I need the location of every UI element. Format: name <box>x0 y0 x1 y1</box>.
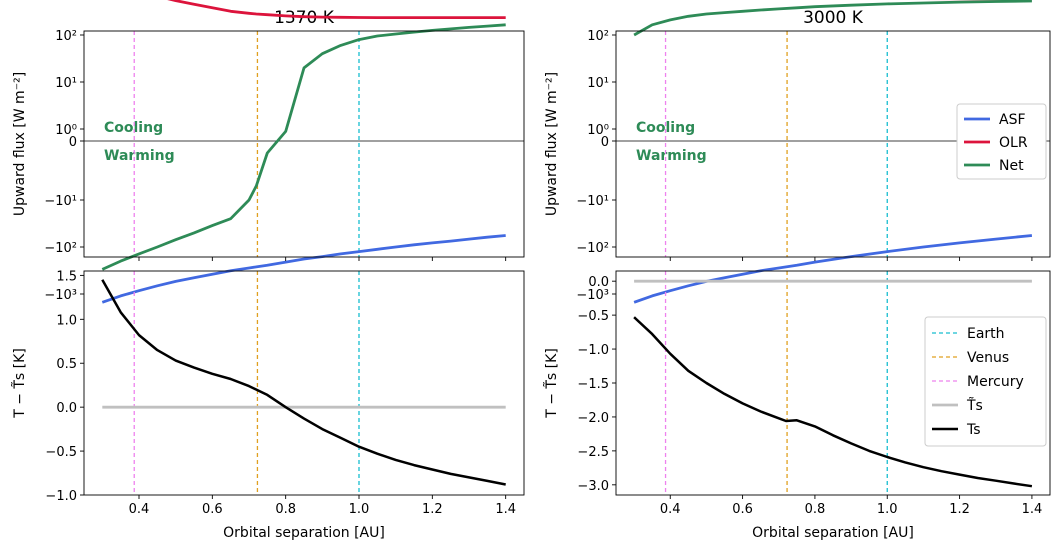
plot-frame <box>83 270 525 496</box>
x-tick-label: 1.2 <box>949 502 970 517</box>
x-tick-label: 0.4 <box>660 502 681 517</box>
y-tick-label: 0 <box>601 135 609 150</box>
y-tick-label: −0.5 <box>45 445 77 460</box>
panel-4: 0.4 0.6 0.8 1.0 1.2 1.4 Orbital separation [AU… <box>543 270 1051 541</box>
y-tick-label: 0 <box>69 135 77 150</box>
y-tick-label: 10² <box>55 29 77 44</box>
y-tick-label: −2.5 <box>577 445 609 460</box>
x-tick-label: 1.2 <box>422 502 443 517</box>
y-tick-label: −10² <box>576 241 609 256</box>
legend-frame <box>924 316 1047 447</box>
y-tick-label: 10⁰ <box>587 123 609 138</box>
y-tick-label: −2.0 <box>577 411 609 426</box>
y-tick-label: −10¹ <box>576 194 609 209</box>
y-tick-label: 1.0 <box>56 313 77 328</box>
y-tick-label: −10³ <box>576 288 609 303</box>
x-tick-label: 0.8 <box>275 502 296 517</box>
annotation-cooling: Cooling <box>636 120 695 136</box>
series-line-net <box>633 0 1032 37</box>
y-tick-label: −3.0 <box>577 479 609 494</box>
legend-label: Mercury <box>967 374 1024 390</box>
y-axis-label: T − T̃s [K] <box>543 348 560 419</box>
annotation-warming: Warming <box>104 148 175 164</box>
x-tick-label: 0.6 <box>202 502 223 517</box>
legend-label: Earth <box>967 326 1005 342</box>
x-tick-label: 1.4 <box>1022 502 1043 517</box>
y-tick-label: 10⁰ <box>55 123 77 138</box>
panel-title: 3000 K <box>803 8 864 28</box>
x-tick-label: 0.4 <box>129 502 150 517</box>
y-tick-label: 0.0 <box>56 401 77 416</box>
y-tick-label: 0.5 <box>56 357 77 372</box>
annotation-warming: Warming <box>636 148 707 164</box>
legend-label: Venus <box>967 350 1009 366</box>
legend-label: ASF <box>999 112 1026 128</box>
y-tick-label: 0.0 <box>588 275 609 290</box>
legend-label: Ts <box>966 422 981 438</box>
plot-frame <box>83 30 525 258</box>
legend-top: ASF OLR Net <box>956 103 1047 180</box>
y-tick-label: −1.5 <box>577 377 609 392</box>
x-tick-label: 0.6 <box>732 502 753 517</box>
annotation-cooling: Cooling <box>104 120 163 136</box>
x-axis-label: Orbital separation [AU] <box>752 525 914 541</box>
legend-label: OLR <box>999 135 1028 151</box>
y-tick-label: 10¹ <box>55 76 77 91</box>
series-line-net <box>101 23 506 271</box>
x-tick-label: 1.4 <box>495 502 516 517</box>
y-tick-label: −10² <box>44 241 77 256</box>
plot-frame <box>615 30 1051 258</box>
legend-frame <box>956 103 1047 180</box>
x-tick-label: 0.8 <box>805 502 826 517</box>
panel-1: 1370 KCoolingWarming10³10²10¹10⁰0−10¹−10… <box>12 0 525 304</box>
panel-3: 0.4 0.6 0.8 1.0 1.2 1.4 Orbital separation [AU… <box>11 269 525 541</box>
y-axis-label: Upward flux [W m⁻²] <box>544 72 560 216</box>
legend-label: Net <box>999 158 1024 174</box>
series-line-ts <box>101 279 506 486</box>
x-axis-label: Orbital separation [AU] <box>223 525 385 541</box>
y-axis-label: T − T̃s [K] <box>11 348 28 419</box>
legend-bottom: Earth Venus Mercury T̃s Ts <box>924 316 1047 447</box>
y-axis-label: Upward flux [W m⁻²] <box>12 72 28 216</box>
y-tick-label: 10² <box>587 29 609 44</box>
y-tick-label: −1.0 <box>577 343 609 358</box>
y-tick-label: −1.0 <box>45 489 77 504</box>
y-tick-label: −10¹ <box>44 194 77 209</box>
x-tick-label: 1.0 <box>877 502 898 517</box>
series-line-asf <box>101 234 506 304</box>
x-tick-label: 1.0 <box>349 502 370 517</box>
series-line-asf <box>633 234 1033 304</box>
y-tick-label: −10³ <box>44 288 77 303</box>
y-tick-label: 1.5 <box>56 269 77 284</box>
y-tick-label: 10¹ <box>587 76 609 91</box>
series-line-ts <box>633 316 1033 488</box>
legend-label: T̃s <box>966 397 983 414</box>
y-tick-label: −0.5 <box>577 309 609 324</box>
series-line-olr <box>167 0 506 20</box>
